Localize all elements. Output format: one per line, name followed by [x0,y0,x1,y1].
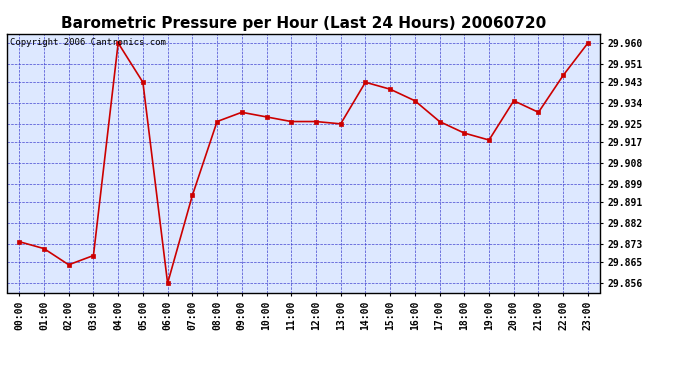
Text: Copyright 2006 Cantronics.com: Copyright 2006 Cantronics.com [10,38,166,46]
Title: Barometric Pressure per Hour (Last 24 Hours) 20060720: Barometric Pressure per Hour (Last 24 Ho… [61,16,546,31]
